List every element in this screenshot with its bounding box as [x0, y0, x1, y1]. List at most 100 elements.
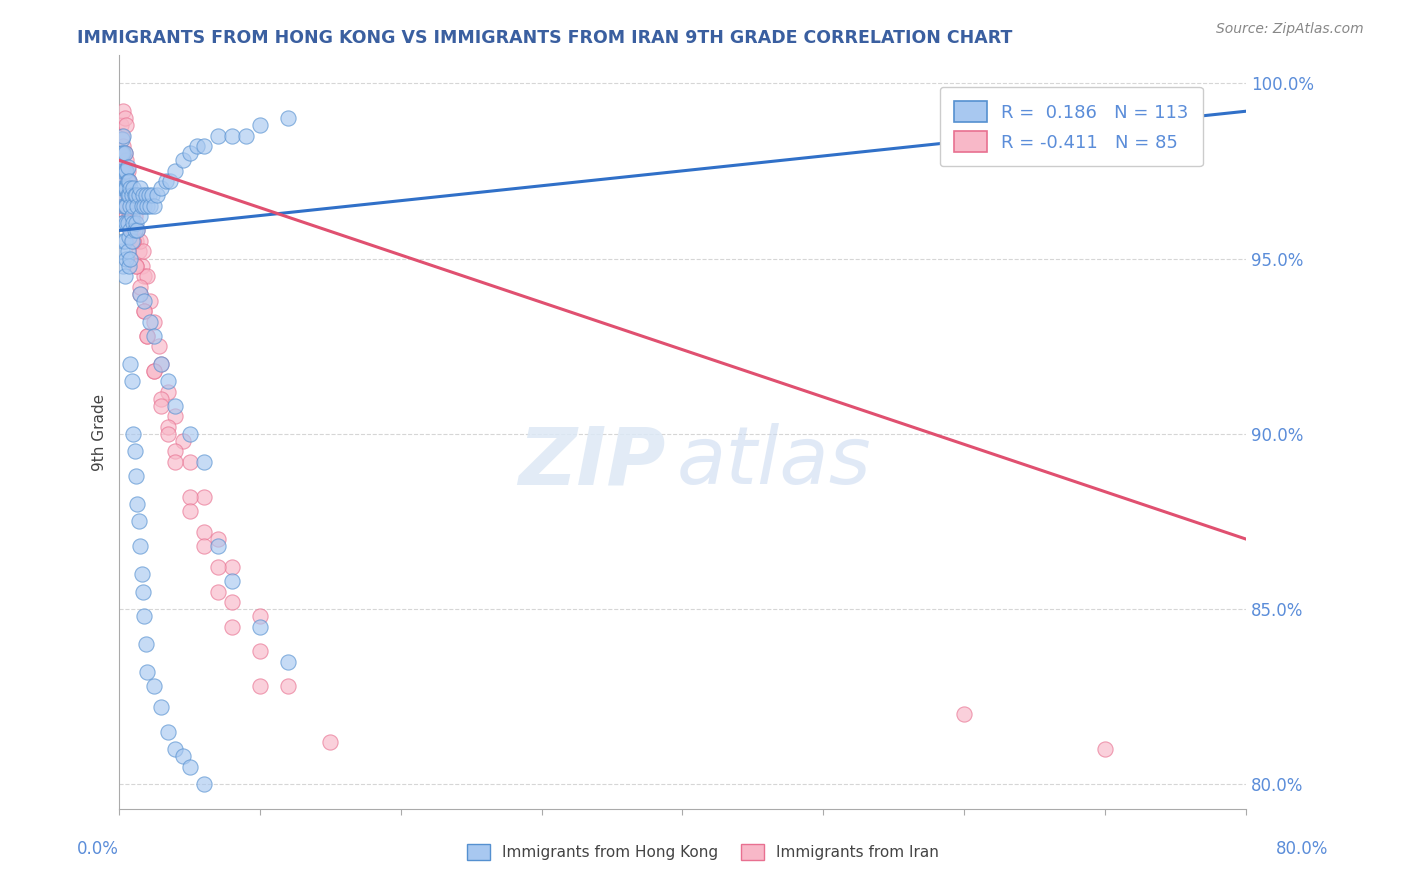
- Point: [115, 181, 138, 195]
- Point: [114, 146, 136, 161]
- Point: [122, 216, 145, 230]
- Point: [115, 153, 138, 168]
- Point: [114, 199, 136, 213]
- Text: ZIP: ZIP: [519, 423, 665, 501]
- Point: [129, 181, 152, 195]
- Point: [157, 724, 180, 739]
- Point: [120, 223, 142, 237]
- Point: [150, 700, 173, 714]
- Point: [121, 216, 143, 230]
- Point: [143, 679, 166, 693]
- Point: [157, 374, 180, 388]
- Point: [136, 328, 159, 343]
- Text: IMMIGRANTS FROM HONG KONG VS IMMIGRANTS FROM IRAN 9TH GRADE CORRELATION CHART: IMMIGRANTS FROM HONG KONG VS IMMIGRANTS …: [77, 29, 1012, 46]
- Point: [1094, 742, 1116, 756]
- Point: [114, 234, 136, 248]
- Point: [131, 259, 153, 273]
- Point: [129, 286, 152, 301]
- Point: [117, 199, 139, 213]
- Point: [111, 146, 134, 161]
- Point: [111, 174, 134, 188]
- Point: [193, 539, 215, 553]
- Point: [110, 146, 132, 161]
- Point: [249, 609, 271, 624]
- Point: [143, 364, 166, 378]
- Point: [122, 199, 145, 213]
- Point: [121, 234, 143, 248]
- Point: [112, 188, 135, 202]
- Point: [179, 490, 201, 504]
- Point: [155, 174, 177, 188]
- Point: [114, 174, 136, 188]
- Point: [115, 118, 138, 132]
- Point: [207, 128, 229, 143]
- Point: [111, 216, 134, 230]
- Point: [122, 181, 145, 195]
- Point: [136, 199, 159, 213]
- Point: [135, 637, 157, 651]
- Point: [122, 426, 145, 441]
- Point: [120, 199, 142, 213]
- Point: [115, 252, 138, 266]
- Point: [143, 328, 166, 343]
- Point: [114, 146, 136, 161]
- Point: [157, 384, 180, 399]
- Point: [141, 188, 163, 202]
- Point: [277, 679, 299, 693]
- Point: [121, 199, 143, 213]
- Text: Source: ZipAtlas.com: Source: ZipAtlas.com: [1216, 22, 1364, 37]
- Point: [221, 620, 243, 634]
- Point: [136, 268, 159, 283]
- Point: [235, 128, 257, 143]
- Point: [221, 128, 243, 143]
- Point: [120, 223, 142, 237]
- Point: [112, 164, 135, 178]
- Point: [132, 188, 155, 202]
- Point: [112, 104, 135, 119]
- Point: [179, 146, 201, 161]
- Point: [129, 234, 152, 248]
- Point: [207, 560, 229, 574]
- Point: [111, 174, 134, 188]
- Point: [193, 490, 215, 504]
- Point: [118, 230, 141, 244]
- Point: [207, 539, 229, 553]
- Text: 0.0%: 0.0%: [77, 840, 120, 858]
- Point: [110, 118, 132, 132]
- Point: [112, 139, 135, 153]
- Point: [124, 188, 146, 202]
- Point: [129, 279, 152, 293]
- Point: [135, 188, 157, 202]
- Point: [193, 524, 215, 539]
- Point: [207, 584, 229, 599]
- Point: [139, 293, 162, 308]
- Point: [150, 181, 173, 195]
- Point: [165, 399, 187, 413]
- Point: [193, 139, 215, 153]
- Point: [146, 188, 169, 202]
- Point: [125, 216, 148, 230]
- Point: [112, 146, 135, 161]
- Point: [122, 234, 145, 248]
- Point: [111, 244, 134, 259]
- Point: [121, 374, 143, 388]
- Point: [172, 153, 194, 168]
- Point: [117, 174, 139, 188]
- Point: [115, 199, 138, 213]
- Point: [120, 357, 142, 371]
- Point: [221, 560, 243, 574]
- Point: [114, 268, 136, 283]
- Legend: R =  0.186   N = 113, R = -0.411   N = 85: R = 0.186 N = 113, R = -0.411 N = 85: [939, 87, 1204, 167]
- Point: [186, 139, 208, 153]
- Legend: Immigrants from Hong Kong, Immigrants from Iran: Immigrants from Hong Kong, Immigrants fr…: [461, 838, 945, 866]
- Point: [121, 234, 143, 248]
- Point: [179, 426, 201, 441]
- Point: [110, 164, 132, 178]
- Point: [128, 515, 150, 529]
- Point: [120, 199, 142, 213]
- Point: [112, 164, 135, 178]
- Point: [165, 455, 187, 469]
- Point: [127, 223, 149, 237]
- Point: [117, 161, 139, 175]
- Point: [115, 210, 138, 224]
